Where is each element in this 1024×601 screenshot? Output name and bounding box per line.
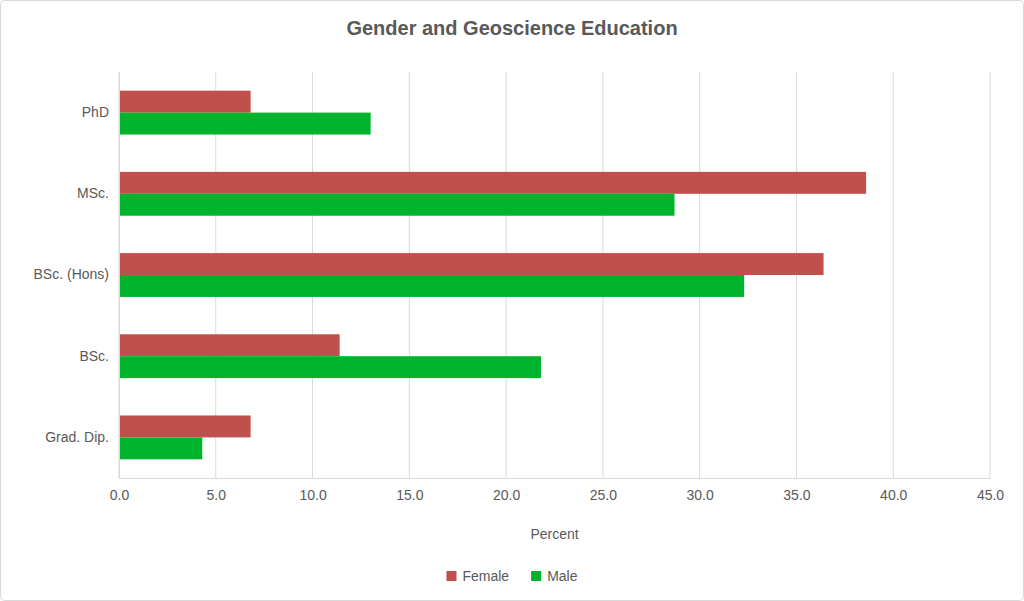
x-axis: 0.0 5.0 10.0 15.0 20.0 25.0 30.0 35.0 40.0 45.0 xyxy=(110,478,1005,503)
grid-line xyxy=(990,72,991,478)
y-tick-label: Grad. Dip. xyxy=(45,429,109,445)
x-axis-title: Percent xyxy=(530,526,578,542)
x-tick: 10.0 xyxy=(299,478,326,503)
bars xyxy=(119,91,866,460)
x-tick: 25.0 xyxy=(590,478,617,503)
y-tick-label: PhD xyxy=(82,104,109,120)
x-tick: 35.0 xyxy=(783,478,810,503)
y-axis: PhD MSc. BSc. (Hons) BSc. Grad. Dip. xyxy=(34,73,120,479)
bar xyxy=(119,334,340,356)
y-tick-label: BSc. (Hons) xyxy=(34,266,109,282)
legend-item: Female xyxy=(446,568,509,584)
grid-line xyxy=(119,72,120,478)
bar xyxy=(119,91,251,113)
legend-swatch xyxy=(446,571,456,581)
x-tick-label: 15.0 xyxy=(396,487,423,503)
x-tick-label: 30.0 xyxy=(687,487,714,503)
y-tick: MSc. xyxy=(77,185,119,201)
x-tick-label: 5.0 xyxy=(207,487,227,503)
x-tick-label: 20.0 xyxy=(493,487,520,503)
x-tick-label: 45.0 xyxy=(977,487,1004,503)
y-tick: Grad. Dip. xyxy=(45,429,119,445)
bar xyxy=(119,415,251,437)
chart-title: Gender and Geoscience Education xyxy=(346,17,677,39)
x-tick: 45.0 xyxy=(977,478,1004,503)
chart-border xyxy=(1,1,1024,601)
x-tick: 30.0 xyxy=(687,478,714,503)
bar xyxy=(119,172,866,194)
x-tick-label: 35.0 xyxy=(783,487,810,503)
y-axis-line xyxy=(119,73,120,479)
grid-line xyxy=(893,72,894,478)
y-tick: BSc. (Hons) xyxy=(34,266,119,282)
x-tick: 5.0 xyxy=(207,478,227,503)
legend-label: Female xyxy=(462,568,509,584)
y-tick-label: MSc. xyxy=(77,185,109,201)
grid xyxy=(119,72,990,478)
x-tick: 0.0 xyxy=(110,478,130,503)
y-tick: PhD xyxy=(82,104,119,120)
x-tick-label: 10.0 xyxy=(299,487,326,503)
x-tick: 20.0 xyxy=(493,478,520,503)
chart: Gender and Geoscience Education 0.0 5.0 10.… xyxy=(0,0,1024,601)
legend: Female Male xyxy=(446,568,577,584)
bar xyxy=(119,194,675,216)
bar xyxy=(119,356,541,378)
bar xyxy=(119,113,371,135)
y-tick: BSc. xyxy=(79,348,119,364)
legend-swatch xyxy=(531,571,541,581)
y-tick-label: BSc. xyxy=(79,348,109,364)
x-axis-line xyxy=(120,478,991,479)
x-tick: 15.0 xyxy=(396,478,423,503)
x-tick-label: 0.0 xyxy=(110,487,130,503)
legend-label: Male xyxy=(547,568,578,584)
bar xyxy=(119,437,202,459)
bar xyxy=(119,275,744,297)
legend-item: Male xyxy=(531,568,578,584)
bar xyxy=(119,253,824,275)
x-tick-label: 40.0 xyxy=(880,487,907,503)
x-tick-label: 25.0 xyxy=(590,487,617,503)
x-tick: 40.0 xyxy=(880,478,907,503)
